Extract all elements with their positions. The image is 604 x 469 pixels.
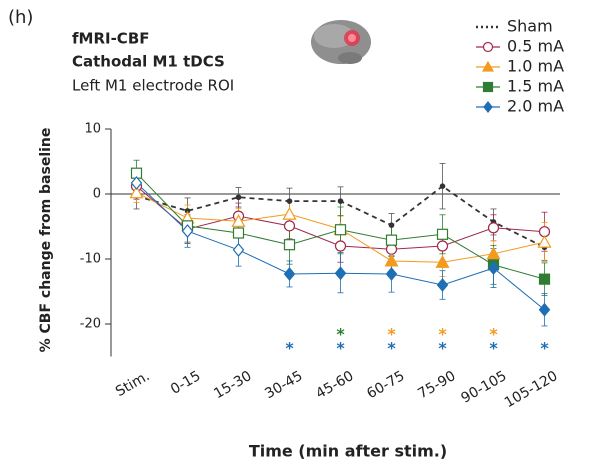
significance-asterisk: * bbox=[285, 339, 294, 358]
y-axis-label: % CBF change from baseline bbox=[38, 128, 54, 353]
point bbox=[231, 214, 246, 227]
point bbox=[232, 242, 245, 257]
point bbox=[385, 234, 398, 246]
point bbox=[232, 227, 245, 239]
point bbox=[385, 267, 398, 281]
point bbox=[334, 224, 347, 236]
x-tick-label: 60-75 bbox=[364, 368, 407, 402]
point bbox=[384, 253, 399, 267]
point bbox=[337, 198, 344, 204]
point bbox=[538, 273, 551, 285]
x-tick-label: 90-105 bbox=[459, 368, 510, 407]
significance-asterisk: * bbox=[540, 339, 549, 358]
point bbox=[385, 243, 398, 255]
point bbox=[538, 302, 551, 317]
legend-marker bbox=[482, 81, 494, 93]
significance-asterisk: * bbox=[489, 339, 498, 358]
x-tick-label: 30-45 bbox=[262, 368, 305, 402]
x-tick-label: Stim. bbox=[113, 368, 152, 400]
point bbox=[436, 278, 449, 292]
point bbox=[283, 220, 296, 232]
subtitle: Left M1 electrode ROI bbox=[72, 77, 234, 95]
x-tick-label: 45-60 bbox=[313, 368, 356, 402]
point bbox=[181, 224, 194, 238]
legend-marker bbox=[482, 41, 494, 53]
legend-label: 1.5 mA bbox=[507, 77, 564, 96]
point bbox=[282, 206, 297, 220]
legend-label: 0.5 mA bbox=[507, 37, 564, 56]
point bbox=[435, 254, 450, 268]
x-tick-label: 75-90 bbox=[415, 368, 458, 402]
title: Cathodal M1 tDCS bbox=[72, 53, 225, 71]
point bbox=[235, 194, 242, 201]
y-tick-label: -20 bbox=[80, 317, 101, 332]
x-tick-label: 15-30 bbox=[211, 368, 254, 402]
legend-marker bbox=[483, 101, 493, 113]
point bbox=[487, 261, 500, 276]
point bbox=[436, 228, 449, 240]
x-axis-label: Time (min after stim.) bbox=[249, 442, 447, 461]
legend-marker bbox=[481, 60, 495, 72]
x-tick-label: 105-120 bbox=[502, 368, 561, 411]
point bbox=[334, 240, 347, 252]
title: fMRI-CBF bbox=[72, 30, 150, 48]
point bbox=[286, 198, 293, 204]
point bbox=[537, 234, 552, 248]
point bbox=[334, 266, 347, 281]
point bbox=[129, 185, 144, 199]
point bbox=[130, 176, 143, 190]
panel-label: (h) bbox=[8, 7, 33, 28]
point bbox=[436, 240, 449, 252]
point bbox=[439, 183, 446, 190]
significance-asterisk: * bbox=[387, 339, 396, 358]
significance-asterisk: * bbox=[387, 325, 396, 344]
y-tick-label: 0 bbox=[93, 187, 101, 202]
significance-asterisk: * bbox=[438, 339, 447, 358]
significance-asterisk: * bbox=[489, 325, 498, 344]
point bbox=[486, 246, 501, 260]
brain-icon bbox=[311, 20, 371, 64]
legend-label: 2.0 mA bbox=[507, 97, 564, 116]
significance-asterisk: * bbox=[336, 339, 345, 358]
y-tick-label: -10 bbox=[80, 252, 101, 267]
point bbox=[487, 222, 500, 234]
significance-asterisk: * bbox=[438, 325, 447, 344]
significance-asterisk: * bbox=[336, 325, 345, 344]
point bbox=[388, 222, 395, 229]
x-tick-label: 0-15 bbox=[168, 368, 204, 398]
legend-label: 1.0 mA bbox=[507, 57, 564, 76]
legend-label: Sham bbox=[507, 17, 553, 36]
point bbox=[283, 267, 296, 281]
y-tick-label: 10 bbox=[84, 122, 101, 137]
point bbox=[283, 239, 296, 251]
